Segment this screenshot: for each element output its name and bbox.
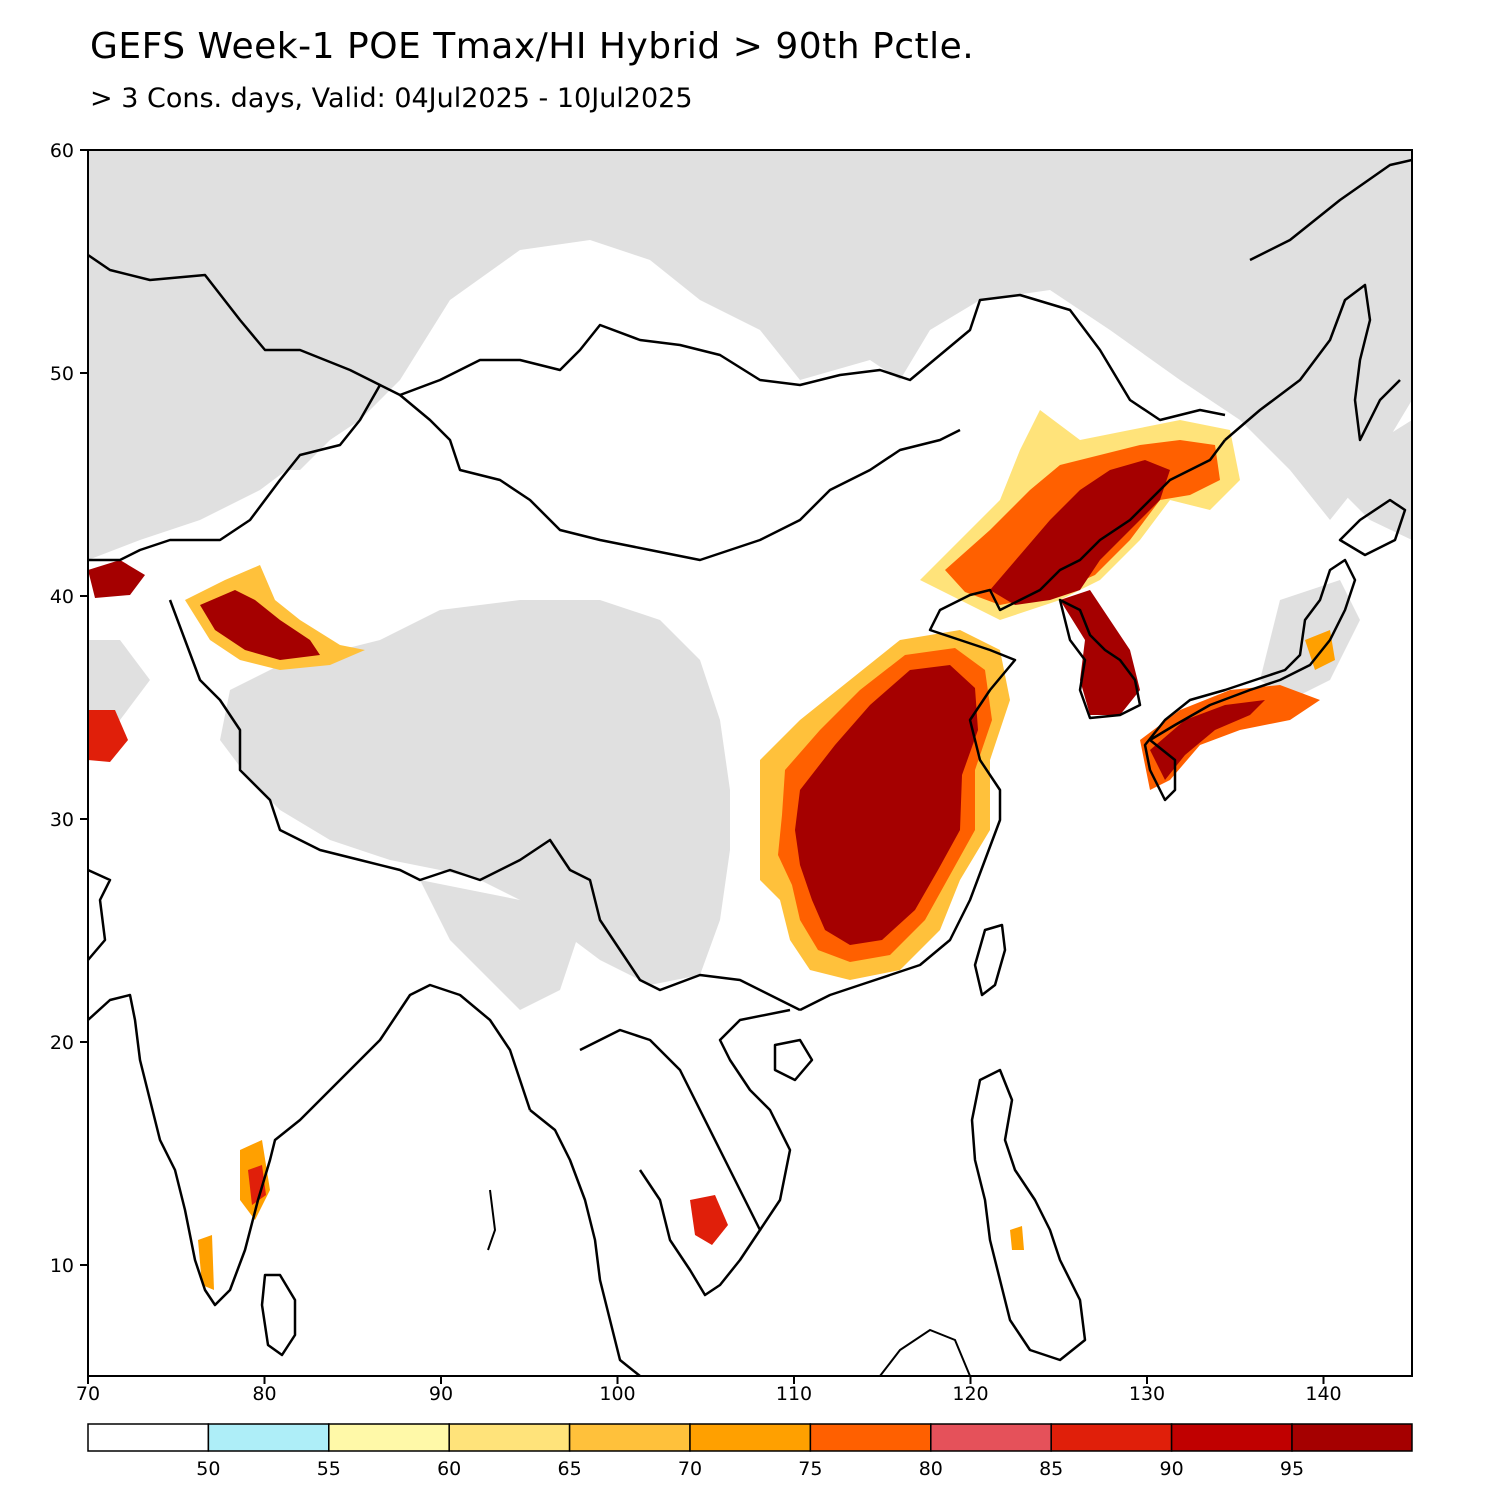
plot-frame: [87, 149, 1413, 1377]
colorbar-swatch: [328, 1423, 450, 1452]
lon-tick-label: 140: [1305, 1383, 1341, 1405]
shading-southern-india-core: [248, 1165, 266, 1205]
colorbar-swatch: [1291, 1423, 1413, 1452]
colorbar-label: 50: [196, 1458, 220, 1480]
probability-shading: [88, 410, 1335, 1290]
colorbar-swatch: [930, 1423, 1052, 1452]
shading-eastern-china-core: [795, 665, 978, 945]
colorbar-label: 55: [317, 1458, 341, 1480]
lon-tick-label: 80: [252, 1383, 276, 1405]
axis-ticks: [80, 149, 1325, 1384]
colorbar-swatch: [568, 1423, 691, 1452]
land-mask: [88, 150, 1412, 1010]
shading-japan-core: [1150, 700, 1265, 780]
shading-west-pakistan: [88, 710, 128, 762]
shading-philippines: [1010, 1226, 1024, 1250]
latitude-labels: 60 50 40 30 20 10: [50, 140, 74, 1277]
map-plot-area: [88, 150, 1412, 1376]
colorbar-label: 95: [1280, 1458, 1304, 1480]
colorbar-swatch: [87, 1423, 210, 1452]
shading-cambodia: [690, 1195, 728, 1245]
colorbar-label: 90: [1160, 1458, 1184, 1480]
shading-japan-outer: [1140, 685, 1320, 790]
lon-tick-label: 100: [599, 1383, 635, 1405]
colorbar-swatch: [689, 1423, 812, 1452]
map-title: GEFS Week-1 POE Tmax/HI Hybrid > 90th Pc…: [90, 26, 975, 67]
lat-tick-label: 40: [50, 586, 74, 608]
lon-tick-label: 90: [429, 1383, 453, 1405]
lat-tick-label: 60: [50, 140, 74, 162]
shading-west-kazakhstan: [88, 560, 145, 598]
lon-tick-label: 70: [76, 1383, 100, 1405]
island-outlines: [487, 1189, 971, 1376]
country-boundaries: [88, 158, 1412, 1376]
lat-tick-label: 30: [50, 809, 74, 831]
colorbar-label: 70: [678, 1458, 702, 1480]
shading-tarim-core: [200, 590, 320, 660]
colorbar-label: 65: [558, 1458, 582, 1480]
lon-tick-label: 110: [776, 1383, 812, 1405]
shading-korea: [1060, 590, 1140, 715]
colorbar-swatch: [1170, 1423, 1293, 1452]
colorbar: 50 55 60 65 70 75 80 85 90 95: [87, 1423, 1413, 1480]
colorbar-swatch: [448, 1423, 571, 1452]
shading-southern-india-west: [198, 1235, 214, 1290]
lat-tick-label: 20: [50, 1032, 74, 1054]
lat-tick-label: 10: [50, 1255, 74, 1277]
colorbar-label: 60: [437, 1458, 461, 1480]
colorbar-swatch: [1050, 1423, 1173, 1452]
colorbar-label: 80: [919, 1458, 943, 1480]
colorbar-swatch: [809, 1423, 932, 1452]
colorbar-swatch: [207, 1423, 330, 1452]
lat-tick-label: 50: [50, 363, 74, 385]
lon-tick-label: 130: [1129, 1383, 1165, 1405]
colorbar-label: 75: [798, 1458, 822, 1480]
map-subtitle: > 3 Cons. days, Valid: 04Jul2025 - 10Jul…: [90, 83, 693, 114]
colorbar-label: 85: [1039, 1458, 1063, 1480]
lon-tick-label: 120: [952, 1383, 988, 1405]
shading-northeast-china-core: [990, 460, 1170, 605]
longitude-labels: 70 80 90 100 110 120 130 140: [76, 1383, 1342, 1405]
